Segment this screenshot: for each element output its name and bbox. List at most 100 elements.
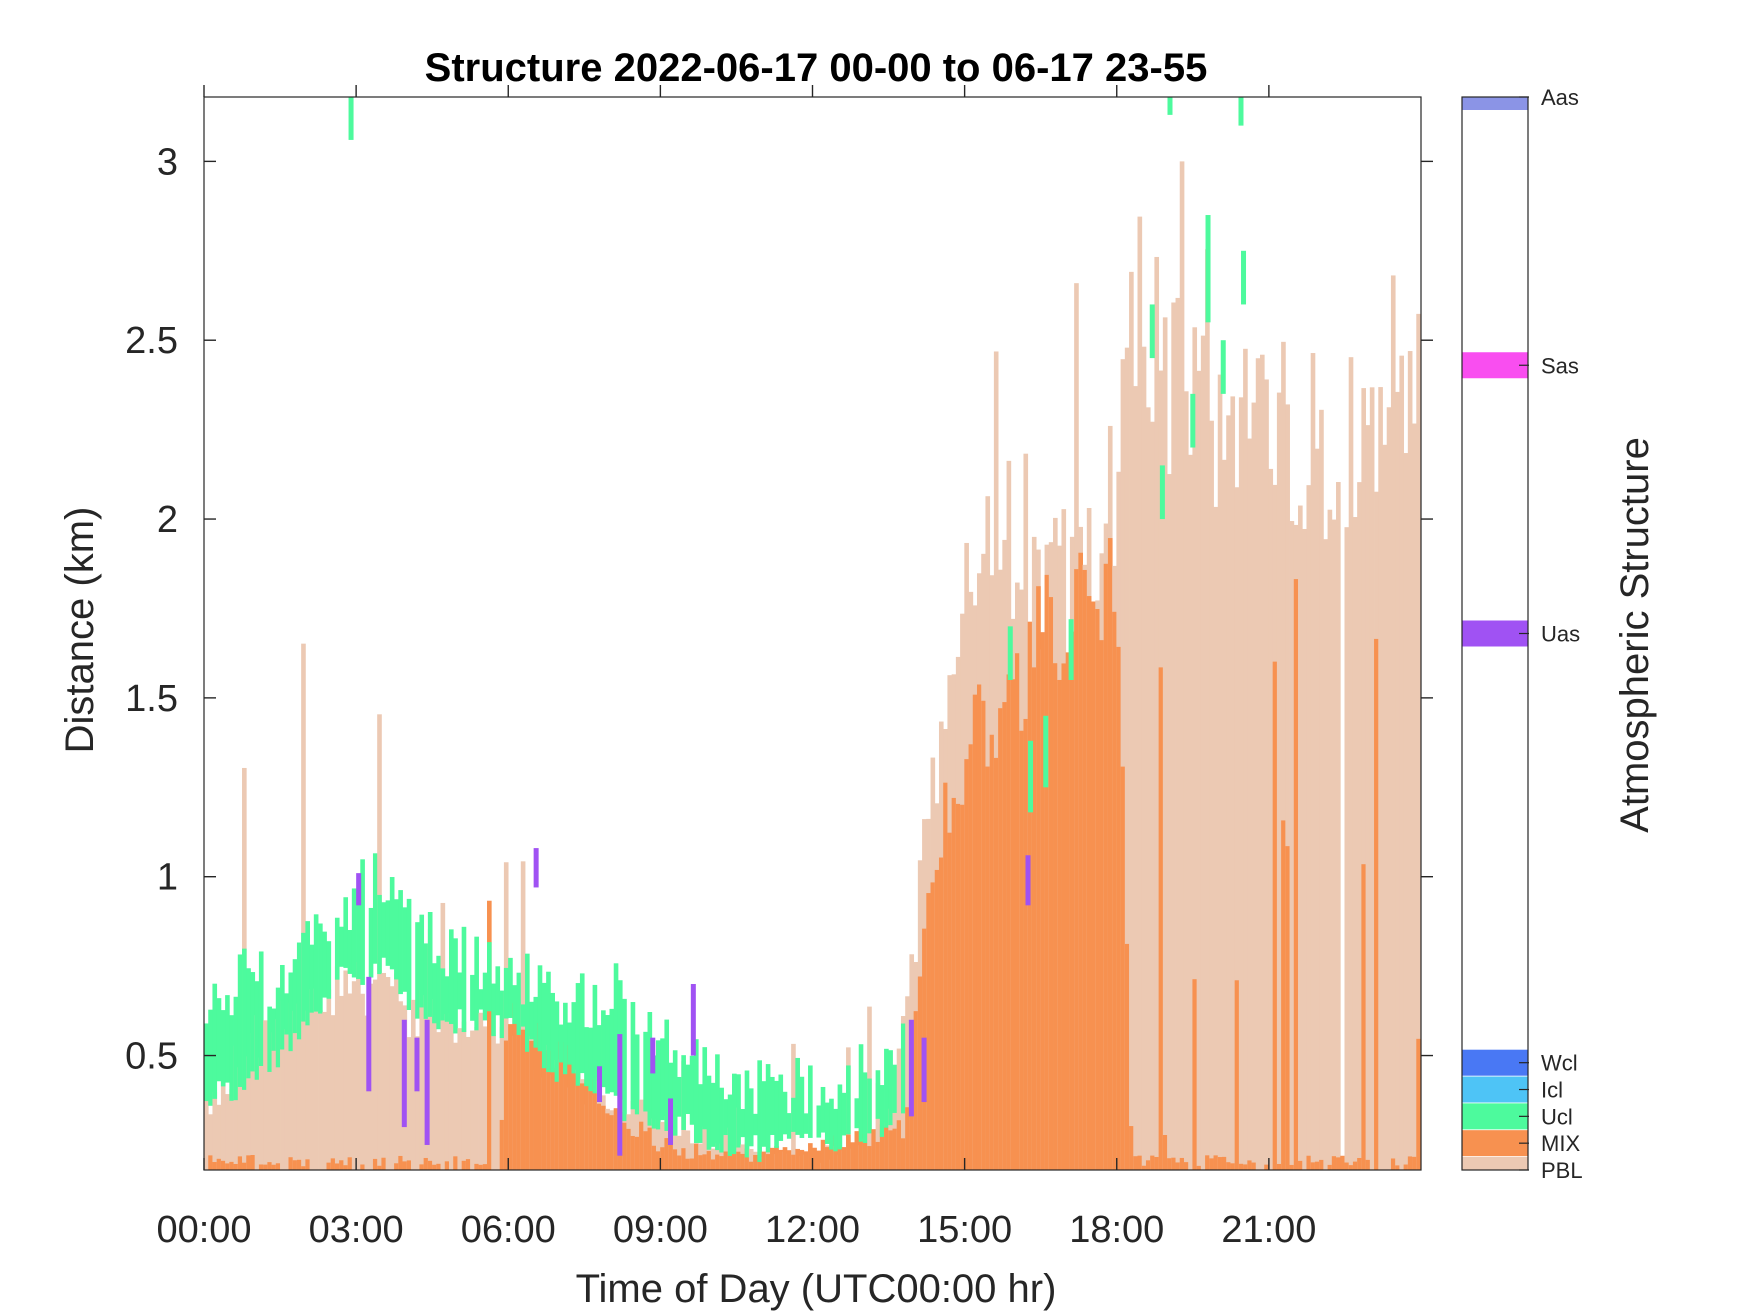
bar-segment-pbl xyxy=(334,966,340,1170)
bar-segment-ucl xyxy=(592,984,598,1094)
bar-segment-pbl xyxy=(710,1148,716,1170)
bar-segment-mix xyxy=(529,1040,534,1170)
bar-segment-ucl xyxy=(491,983,496,1037)
bar-segment-uas-isolated xyxy=(668,1098,674,1145)
colorbar-swatch-pbl xyxy=(1462,1157,1528,1170)
bar-segment-mix xyxy=(677,1155,682,1170)
bar-segment-ucl xyxy=(753,1113,758,1136)
bar-segment-pbl xyxy=(723,1131,729,1170)
bar-segment-ucl xyxy=(698,1084,703,1143)
bar-segment-ucl xyxy=(478,989,484,1010)
bar-segment-ucl xyxy=(326,941,332,999)
bar-segment-ucl xyxy=(571,1002,577,1074)
bar-segment-mix xyxy=(829,1146,834,1170)
bar-segment-mix xyxy=(360,1164,365,1170)
bar-segment-mix xyxy=(693,1143,699,1170)
bar-segment-mix xyxy=(660,1147,665,1170)
bar-segment-pbl xyxy=(326,989,332,1170)
bar-segment-mix xyxy=(1103,563,1109,1170)
bar-segment-ucl xyxy=(630,1002,636,1110)
bar-segment-pbl xyxy=(1344,527,1350,1170)
bar-segment-pbl xyxy=(1192,327,1198,1170)
bar-segment-mix xyxy=(579,1083,585,1170)
bar-segment-mix xyxy=(1230,1163,1236,1170)
bar-segment-mix xyxy=(698,1155,703,1170)
bar-segment-pbl xyxy=(1390,275,1396,1170)
colorbar-label-wcl: Wcl xyxy=(1541,1051,1578,1076)
bar-segment-ucl xyxy=(833,1108,839,1152)
bar-segment-pbl xyxy=(1175,297,1181,1170)
bar-segment-mix xyxy=(1390,1158,1396,1170)
bar-segment-mix xyxy=(634,1136,640,1170)
bar-segment-ucl xyxy=(389,877,395,970)
bar-segment-pbl xyxy=(212,1091,218,1170)
bar-segment-pbl xyxy=(1361,388,1367,1170)
bar-segment-ucl xyxy=(567,1022,572,1065)
bar-segment-ucl xyxy=(681,1055,686,1130)
bar-segment-mix xyxy=(1175,1162,1181,1170)
bar-segment-mix xyxy=(1002,702,1007,1170)
bar-segment-mix xyxy=(1272,661,1278,1170)
bar-segment-mix xyxy=(985,766,991,1170)
x-tick-label: 09:00 xyxy=(613,1209,708,1251)
bar-segment-mix xyxy=(850,1142,855,1170)
bar-segment-mix xyxy=(689,1158,695,1170)
bar-segment-mix xyxy=(1205,1155,1210,1170)
bar-segment-mix xyxy=(710,1159,716,1170)
bar-segment-pbl xyxy=(1150,421,1155,1170)
bar-segment-ucl xyxy=(732,1073,737,1155)
bar-segment-ucl xyxy=(347,930,353,974)
bar-segment-mix xyxy=(803,1151,809,1170)
bar-segment-mix xyxy=(748,1161,754,1170)
bar-segment-ucl-isolated xyxy=(348,97,354,140)
bar-segment-pbl xyxy=(875,1083,881,1170)
bar-segment-pbl xyxy=(1226,415,1231,1170)
bar-segment-ucl xyxy=(655,1040,661,1130)
bar-segment-ucl xyxy=(622,998,627,1122)
bar-segment-ucl xyxy=(284,993,289,1035)
bar-segment-mix xyxy=(1209,1158,1214,1170)
bar-segment-mix xyxy=(770,1147,775,1170)
bar-segment-ucl-isolated xyxy=(1043,715,1049,788)
bar-segment-ucl xyxy=(541,982,547,1069)
bar-segment-pbl xyxy=(220,1081,226,1170)
bar-segment-mix xyxy=(905,1107,910,1170)
bar-segment-mix xyxy=(263,1164,268,1170)
bar-segment-pbl xyxy=(263,1020,268,1170)
bar-segment-mix xyxy=(816,1150,822,1170)
bar-segment-pbl xyxy=(440,902,446,1170)
bar-segment-mix xyxy=(1247,1160,1252,1170)
bar-segment-ucl xyxy=(398,890,403,995)
bar-segment-mix xyxy=(1327,1164,1333,1170)
bar-segment-mix xyxy=(981,700,986,1170)
bar-segment-ucl xyxy=(280,964,285,1050)
y-tick-label: 1 xyxy=(157,857,178,899)
bar-segment-mix xyxy=(474,1163,479,1170)
colorbar-frame xyxy=(1461,96,1529,1171)
bar-segment-ucl xyxy=(550,992,555,1073)
bar-segment-uas-isolated xyxy=(690,984,696,1056)
bar-segment-mix xyxy=(1336,1157,1341,1170)
bar-segment-pbl xyxy=(1255,358,1261,1170)
bar-segment-pbl xyxy=(246,1056,251,1170)
bar-segment-pbl xyxy=(444,1014,450,1170)
bar-segment-mix xyxy=(960,804,965,1170)
bar-segment-ucl xyxy=(702,1047,708,1130)
bar-segment-mix xyxy=(1357,1157,1362,1170)
bar-segment-ucl xyxy=(647,1012,653,1126)
bar-segment-mix xyxy=(723,1151,729,1170)
bar-segment-mix xyxy=(398,1155,403,1170)
bar-segment-pbl xyxy=(254,1015,260,1170)
bar-segment-ucl xyxy=(427,912,433,1017)
bar-segment-mix xyxy=(913,1011,919,1170)
bar-segment-ucl xyxy=(643,1031,648,1112)
bar-segment-ucl xyxy=(888,1050,893,1126)
bar-segment-pbl xyxy=(1213,506,1219,1170)
bar-segment-ucl xyxy=(482,972,488,1021)
bar-segment-ucl xyxy=(588,1027,594,1092)
bar-segment-pbl xyxy=(406,1037,412,1170)
bar-segment-ucl xyxy=(727,1094,733,1156)
bar-segment-ucl xyxy=(508,957,513,1018)
bar-segment-mix xyxy=(715,1154,720,1170)
bar-segment-ucl xyxy=(706,1075,712,1150)
